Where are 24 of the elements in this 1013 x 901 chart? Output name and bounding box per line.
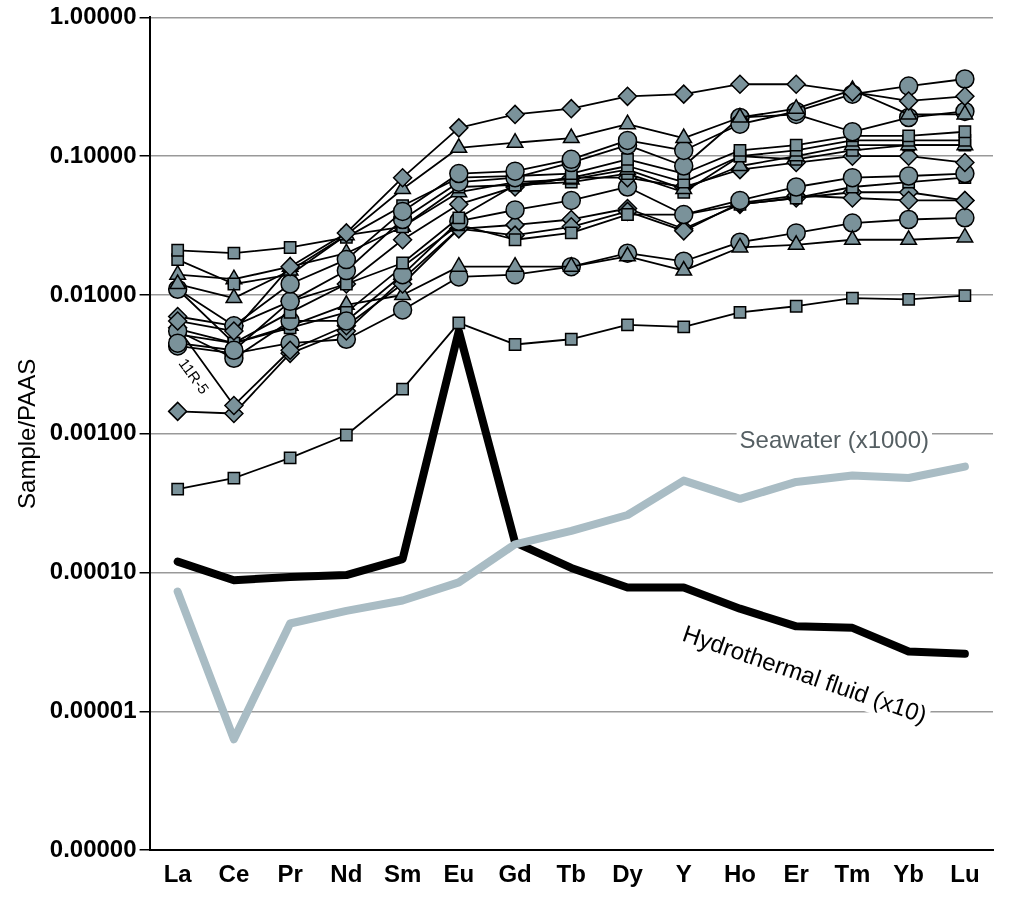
x-tick-label: Tm <box>834 860 871 888</box>
x-tick-label: Ho <box>723 860 756 888</box>
y-tick-label: 0.00010 <box>49 557 137 585</box>
x-tick-label: Sm <box>383 860 422 888</box>
x-tick-label: Gd <box>498 860 532 888</box>
x-tick-label: Yb <box>893 860 924 888</box>
x-tick-label: Tb <box>556 860 586 888</box>
x-tick-label: Lu <box>950 860 980 888</box>
x-tick-label: Eu <box>443 860 475 888</box>
x-tick-label: Nd <box>330 860 363 888</box>
x-tick-label: Ce <box>218 860 250 888</box>
y-tick-label: 0.00001 <box>49 696 137 724</box>
x-tick-label: Y <box>675 860 692 888</box>
y-tick-label: 0.10000 <box>49 140 137 168</box>
y-axis-title: Sample/PAAS <box>13 358 41 509</box>
y-tick-label: 0.00100 <box>49 418 137 446</box>
x-tick-label: Dy <box>612 860 644 888</box>
y-tick-label: 0.01000 <box>49 279 137 307</box>
y-tick-label: 1.00000 <box>49 2 137 30</box>
x-tick-label: La <box>163 860 193 888</box>
series-label: Seawater (x1000) <box>739 426 930 454</box>
x-tick-label: Er <box>783 860 809 888</box>
x-tick-label: Pr <box>277 860 303 888</box>
y-tick-label: 0.00000 <box>49 834 137 862</box>
